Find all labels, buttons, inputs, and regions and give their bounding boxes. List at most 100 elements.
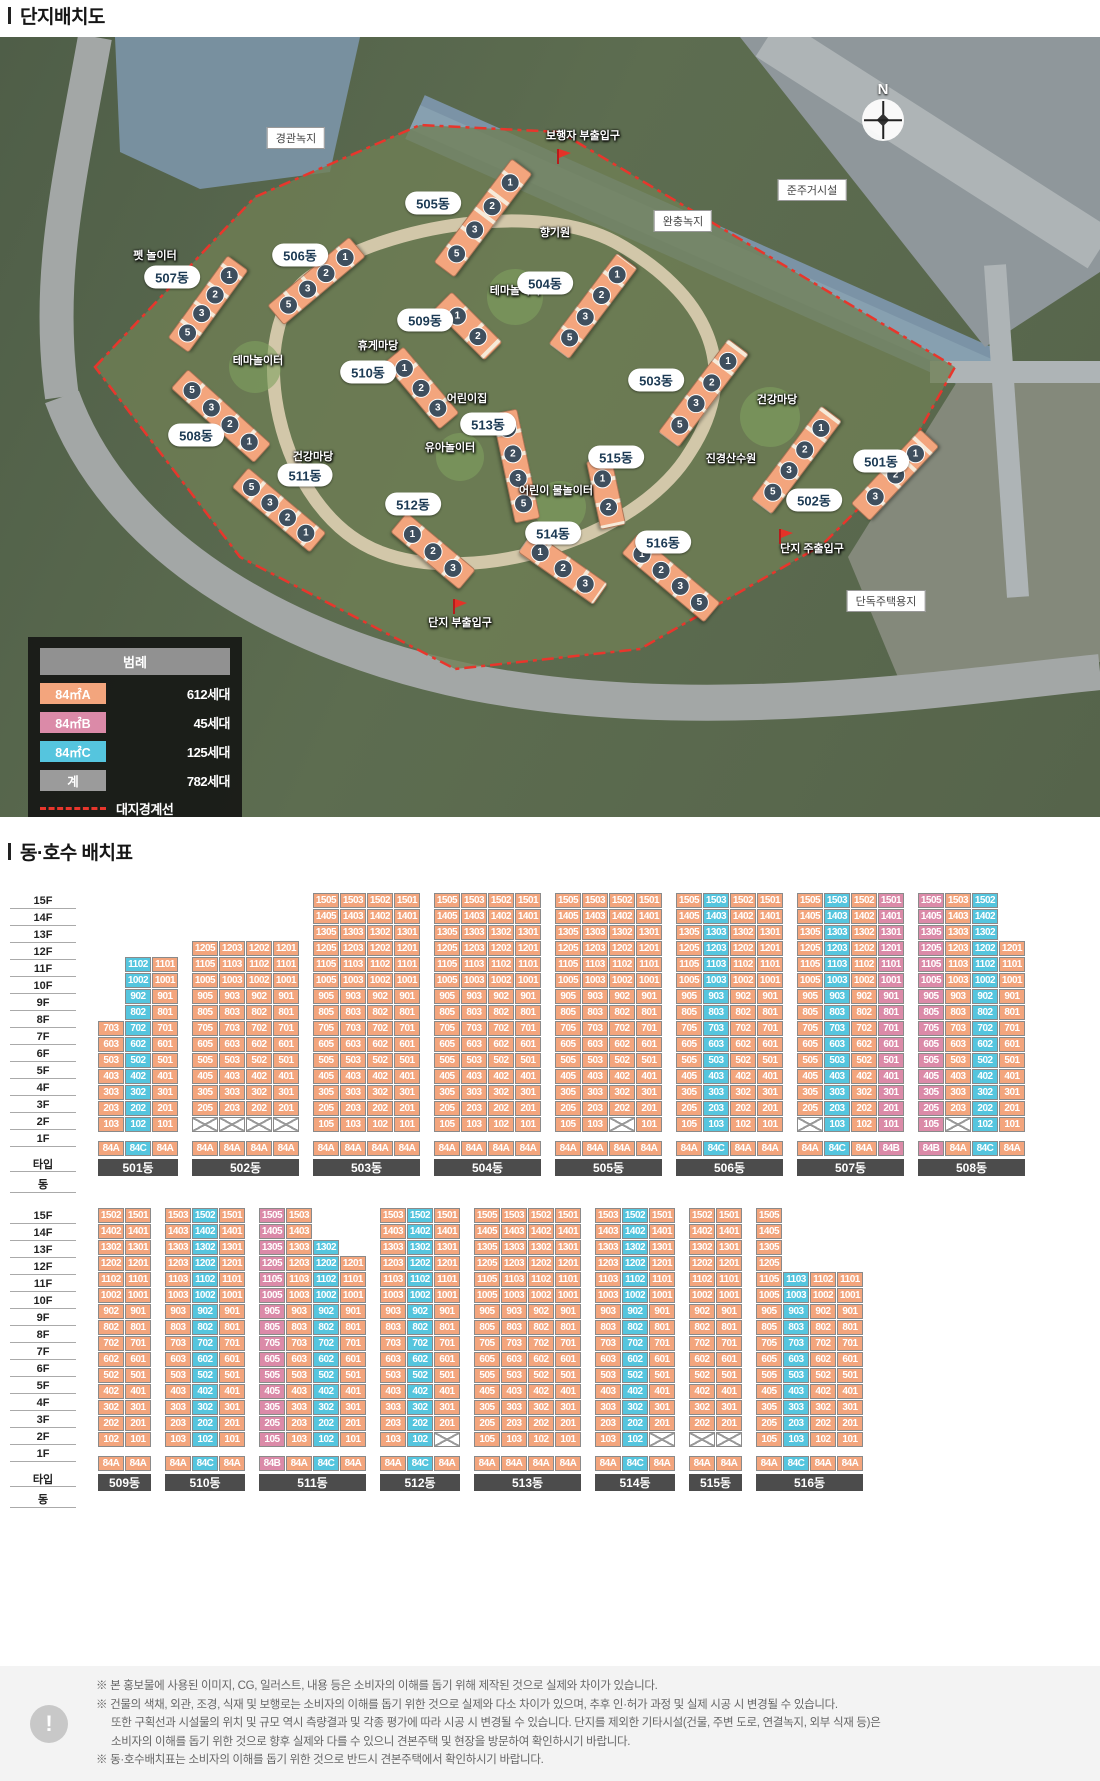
floor-row: 1505 1503 1502 1501 — [474, 1208, 581, 1223]
unit-cell: 302 — [622, 1400, 648, 1415]
unit-cell: 1502 — [488, 893, 514, 908]
facility-label: 어린이 물놀이터 — [519, 485, 593, 497]
unit-cell: 1005 — [313, 973, 339, 988]
unit-cell: 602 — [810, 1352, 836, 1367]
unit-cell: 705 — [259, 1336, 285, 1351]
unit-cell: 1103 — [380, 1272, 406, 1287]
unit-cell: 1501 — [716, 1208, 742, 1223]
floor-row — [98, 909, 178, 924]
unit-cell: 602 — [488, 1037, 514, 1052]
unit-cell: 1001 — [434, 1288, 460, 1303]
unit-cell: 1502 — [689, 1208, 715, 1223]
building-stack-514동: 1503 1502 1501 1403 1402 1401 1303 1302 1301 1203… — [595, 1208, 675, 1491]
unit-line-circle: 2 — [482, 196, 502, 216]
unit-cell: 405 — [676, 1069, 702, 1084]
floor-row — [689, 1432, 742, 1447]
unit-cell: 702 — [730, 1021, 756, 1036]
unit-cell: 902 — [407, 1304, 433, 1319]
type-row: 84A 84A — [689, 1456, 742, 1471]
unit-cell: 805 — [192, 1005, 218, 1020]
building-name-cell: 506동 — [676, 1159, 783, 1176]
unit-cell: 803 — [501, 1320, 527, 1335]
unit-cell: 905 — [797, 989, 823, 1004]
unit-type-cell: 84C — [622, 1456, 648, 1471]
floor-label: 8F — [10, 1012, 76, 1028]
unit-cell: 1503 — [165, 1208, 191, 1223]
unit-cell: 1402 — [851, 909, 877, 924]
unit-cell: 1503 — [380, 1208, 406, 1223]
unit-cell: 101 — [125, 1432, 151, 1447]
unit-cell: 403 — [945, 1069, 971, 1084]
unit-cell: 402 — [730, 1069, 756, 1084]
unit-cell: 501 — [878, 1053, 904, 1068]
unit-cell: 1103 — [703, 957, 729, 972]
floor-row: 103 102 101 — [797, 1117, 904, 1132]
unit-cell: 1101 — [515, 957, 541, 972]
unit-cell: 1101 — [125, 1272, 151, 1287]
unit-cell: 705 — [474, 1336, 500, 1351]
unit-cell: 1003 — [945, 973, 971, 988]
floor-row: 205 203 202 201 — [259, 1416, 366, 1431]
legend-title: 범례 — [40, 648, 230, 675]
map-building-label-501동: 501동 — [853, 449, 909, 473]
unit-cell: 205 — [192, 1101, 218, 1116]
unit-cell: 103 — [595, 1432, 621, 1447]
unit-cell: 702 — [488, 1021, 514, 1036]
unit-cell: 1105 — [797, 957, 823, 972]
unit-cell: 1301 — [878, 925, 904, 940]
crossed-unit-cell — [246, 1117, 272, 1132]
unit-cell: 802 — [609, 1005, 635, 1020]
building-name-cell: 512동 — [380, 1474, 460, 1491]
unit-cell: 103 — [98, 1117, 124, 1132]
unit-cell: 1201 — [125, 1256, 151, 1271]
unit-cell: 605 — [192, 1037, 218, 1052]
floor-row: 505 503 502 501 — [797, 1053, 904, 1068]
building-name-cell: 503동 — [313, 1159, 420, 1176]
unit-line-circle: 2 — [553, 558, 573, 578]
floor-label: 8F — [10, 1327, 76, 1343]
floor-row — [192, 925, 299, 940]
floor-row: 1105 1103 1102 1101 — [555, 957, 662, 972]
unit-cell: 305 — [259, 1400, 285, 1415]
unit-cell: 402 — [851, 1069, 877, 1084]
unit-cell: 1501 — [649, 1208, 675, 1223]
unit-cell: 1003 — [703, 973, 729, 988]
building-name-cell: 509동 — [98, 1474, 151, 1491]
unit-cell: 105 — [474, 1432, 500, 1447]
unit-cell: 205 — [676, 1101, 702, 1116]
unit-cell: 903 — [165, 1304, 191, 1319]
unit-cell: 1403 — [286, 1224, 312, 1239]
floor-row: 105 103 102 101 — [474, 1432, 581, 1447]
unit-cell: 1105 — [192, 957, 218, 972]
unit-cell: 1201 — [878, 941, 904, 956]
type-row: 84A 84C 84A 84A — [676, 1141, 783, 1156]
unit-cell: 501 — [152, 1053, 178, 1068]
floor-row: 605 603 602 601 — [918, 1037, 1025, 1052]
unit-type-cell: 84A — [582, 1141, 608, 1156]
unit-line-circle: 2 — [423, 541, 443, 561]
unit-cell: 702 — [689, 1336, 715, 1351]
unit-cell: 1103 — [582, 957, 608, 972]
unit-cell: 203 — [945, 1101, 971, 1116]
floor-row: 905 903 902 901 — [756, 1304, 863, 1319]
unit-cell: 505 — [474, 1368, 500, 1383]
unit-cell: 303 — [340, 1085, 366, 1100]
unit-cell: 1003 — [286, 1288, 312, 1303]
unit-cell: 1302 — [689, 1240, 715, 1255]
unit-cell: 603 — [340, 1037, 366, 1052]
facility-label: 건강마당 — [756, 394, 798, 406]
floor-row: 1305 1303 1302 — [918, 925, 1025, 940]
unit-line-circle: 2 — [794, 439, 814, 459]
building-name-cell: 515동 — [689, 1474, 742, 1491]
unit-cell: 201 — [152, 1101, 178, 1116]
unit-cell: 1203 — [582, 941, 608, 956]
unit-cell: 1205 — [474, 1256, 500, 1271]
floor-row: 1005 1003 1002 1001 — [474, 1288, 581, 1303]
unit-cell: 205 — [555, 1101, 581, 1116]
unit-cell: 1001 — [837, 1288, 863, 1303]
building-name-cell: 505동 — [555, 1159, 662, 1176]
unit-cell: 802 — [488, 1005, 514, 1020]
unit-cell: 103 — [501, 1432, 527, 1447]
unit-cell: 802 — [125, 1005, 151, 1020]
unit-cell: 1401 — [757, 909, 783, 924]
